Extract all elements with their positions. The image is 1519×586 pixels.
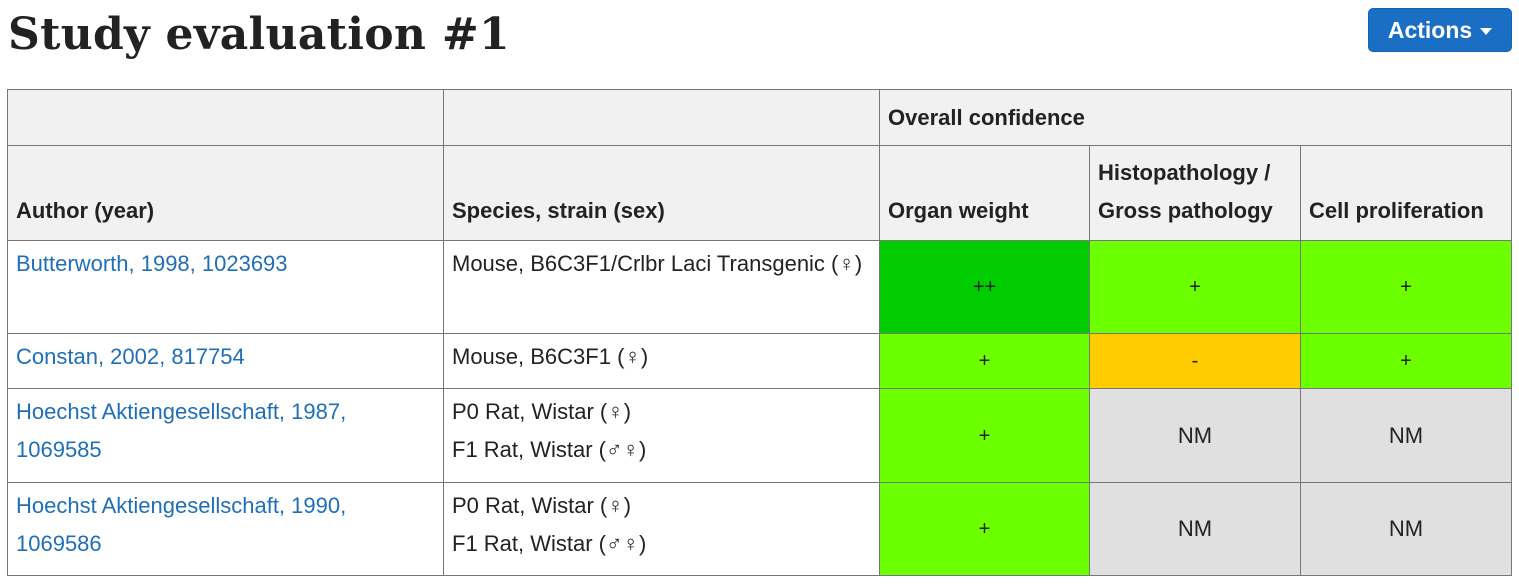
study-link[interactable]: Constan, 2002, 817754	[16, 344, 245, 369]
table-row: Hoechst Aktiengesellschaft, 1990, 106958…	[7, 482, 1513, 576]
species-text: Mouse, B6C3F1 (♀)	[452, 344, 649, 369]
organ-weight-score[interactable]: +	[879, 482, 1090, 576]
species-cell: P0 Rat, Wistar (♀) F1 Rat, Wistar (♂♀)	[443, 482, 880, 576]
author-year-header: Author (year)	[7, 145, 444, 241]
author-cell: Hoechst Aktiengesellschaft, 1990, 106958…	[7, 482, 444, 576]
organ-weight-header: Organ weight	[879, 145, 1090, 241]
species-text: P0 Rat, Wistar (♀)	[452, 493, 632, 518]
histopathology-header: Histopathology / Gross pathology	[1089, 145, 1301, 241]
caret-down-icon	[1480, 27, 1493, 35]
histopathology-score[interactable]: NM	[1089, 482, 1301, 576]
cell-proliferation-score[interactable]: NM	[1299, 388, 1513, 483]
histopathology-score[interactable]: NM	[1089, 388, 1301, 483]
histopathology-score[interactable]: +	[1089, 240, 1301, 334]
author-cell: Hoechst Aktiengesellschaft, 1987, 106958…	[7, 388, 444, 483]
table-row: Constan, 2002, 817754 Mouse, B6C3F1 (♀) …	[7, 333, 1513, 389]
species-cell: Mouse, B6C3F1 (♀)	[443, 333, 880, 389]
species-text: F1 Rat, Wistar (♂♀)	[452, 437, 647, 462]
empty-header-cell	[7, 89, 444, 146]
organ-weight-score[interactable]: +	[879, 333, 1090, 389]
study-evaluation-table: Overall confidence Author (year) Species…	[7, 89, 1513, 576]
species-cell: Mouse, B6C3F1/Crlbr Laci Transgenic (♀)	[443, 240, 880, 334]
histopathology-score[interactable]: -	[1089, 333, 1301, 389]
organ-weight-score[interactable]: +	[879, 388, 1090, 483]
species-cell: P0 Rat, Wistar (♀) F1 Rat, Wistar (♂♀)	[443, 388, 880, 483]
actions-button-label: Actions	[1387, 16, 1473, 43]
species-text: F1 Rat, Wistar (♂♀)	[452, 531, 647, 556]
overall-confidence-header: Overall confidence	[878, 89, 1513, 146]
table-row: Hoechst Aktiengesellschaft, 1987, 106958…	[7, 388, 1513, 483]
study-link[interactable]: Hoechst Aktiengesellschaft, 1990, 106958…	[16, 493, 347, 556]
author-cell: Constan, 2002, 817754	[7, 333, 444, 389]
study-link[interactable]: Butterworth, 1998, 1023693	[16, 251, 288, 276]
author-cell: Butterworth, 1998, 1023693	[7, 240, 444, 334]
actions-dropdown-button[interactable]: Actions	[1368, 8, 1512, 52]
group-header-row: Overall confidence	[7, 89, 1513, 146]
species-text: Mouse, B6C3F1/Crlbr Laci Transgenic (♀)	[452, 251, 863, 276]
page-title: Study evaluation #1	[8, 9, 510, 60]
species-strain-sex-header: Species, strain (sex)	[443, 145, 880, 241]
cell-proliferation-score[interactable]: +	[1299, 333, 1513, 389]
table-row: Butterworth, 1998, 1023693 Mouse, B6C3F1…	[7, 240, 1513, 334]
organ-weight-score[interactable]: ++	[879, 240, 1090, 334]
empty-header-cell	[443, 89, 880, 146]
species-text: P0 Rat, Wistar (♀)	[452, 399, 632, 424]
column-header-row: Author (year) Species, strain (sex) Orga…	[7, 145, 1513, 241]
cell-proliferation-score[interactable]: NM	[1299, 482, 1513, 576]
study-link[interactable]: Hoechst Aktiengesellschaft, 1987, 106958…	[16, 399, 347, 462]
cell-proliferation-header: Cell proliferation	[1299, 145, 1513, 241]
cell-proliferation-score[interactable]: +	[1299, 240, 1513, 334]
